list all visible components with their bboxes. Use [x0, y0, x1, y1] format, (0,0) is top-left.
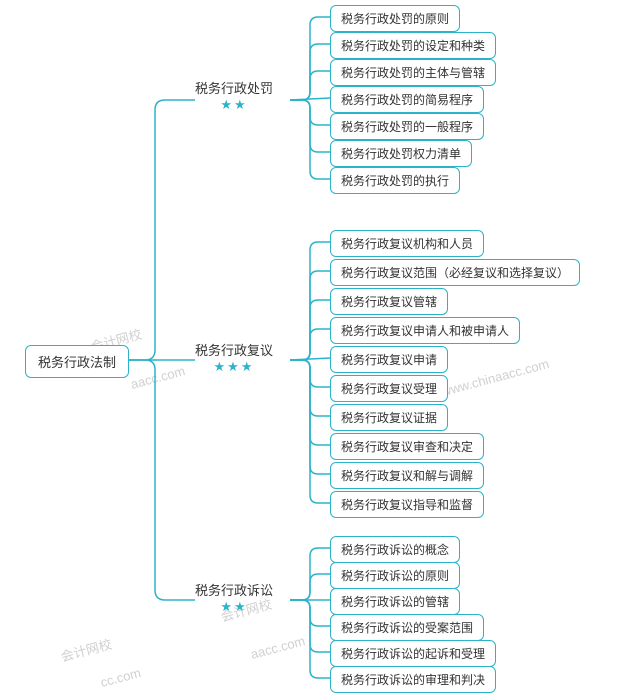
leaf-node-0-0: 税务行政处罚的原则	[330, 5, 460, 32]
leaf-node-0-4: 税务行政处罚的一般程序	[330, 113, 484, 140]
leaf-node-1-3: 税务行政复议申请人和被申请人	[330, 317, 520, 344]
branch-text: 税务行政复议	[195, 340, 273, 359]
leaf-node-0-3: 税务行政处罚的简易程序	[330, 86, 484, 113]
branch-label-2: 税务行政诉讼★★	[195, 580, 273, 615]
leaf-node-1-1: 税务行政复议范围（必经复议和选择复议）	[330, 259, 580, 286]
leaf-node-2-3: 税务行政诉讼的受案范围	[330, 614, 484, 641]
leaf-node-1-6: 税务行政复议证据	[330, 404, 448, 431]
leaf-node-1-5: 税务行政复议受理	[330, 375, 448, 402]
root-node: 税务行政法制	[25, 345, 129, 378]
leaf-node-1-7: 税务行政复议审查和决定	[330, 433, 484, 460]
leaf-node-1-8: 税务行政复议和解与调解	[330, 462, 484, 489]
branch-label-1: 税务行政复议★★★	[195, 340, 273, 375]
leaf-node-0-6: 税务行政处罚的执行	[330, 167, 460, 194]
branch-text: 税务行政处罚	[195, 78, 273, 97]
branch-label-0: 税务行政处罚★★	[195, 78, 273, 113]
leaf-node-2-2: 税务行政诉讼的管辖	[330, 588, 460, 615]
leaf-node-1-2: 税务行政复议管辖	[330, 288, 448, 315]
root-label: 税务行政法制	[38, 355, 116, 370]
branch-text: 税务行政诉讼	[195, 580, 273, 599]
leaf-node-0-1: 税务行政处罚的设定和种类	[330, 32, 496, 59]
branch-stars: ★★★	[195, 359, 273, 375]
leaf-node-1-0: 税务行政复议机构和人员	[330, 230, 484, 257]
branch-stars: ★★	[195, 599, 273, 615]
watermark-3b: cc.com	[99, 665, 143, 690]
leaf-node-2-0: 税务行政诉讼的概念	[330, 536, 460, 563]
leaf-node-0-2: 税务行政处罚的主体与管辖	[330, 59, 496, 86]
leaf-node-2-1: 税务行政诉讼的原则	[330, 562, 460, 589]
watermark-0b: aacc.com	[129, 363, 187, 392]
branch-stars: ★★	[195, 97, 273, 113]
leaf-node-2-4: 税务行政诉讼的起诉和受理	[330, 640, 496, 667]
watermark-2b: aacc.com	[249, 633, 307, 662]
leaf-node-1-9: 税务行政复议指导和监督	[330, 491, 484, 518]
leaf-node-0-5: 税务行政处罚权力清单	[330, 140, 472, 167]
leaf-node-1-4: 税务行政复议申请	[330, 346, 448, 373]
leaf-node-2-5: 税务行政诉讼的审理和判决	[330, 666, 496, 693]
watermark-1: www.chinaacc.com	[440, 356, 551, 399]
watermark-3: 会计网校	[58, 634, 113, 666]
